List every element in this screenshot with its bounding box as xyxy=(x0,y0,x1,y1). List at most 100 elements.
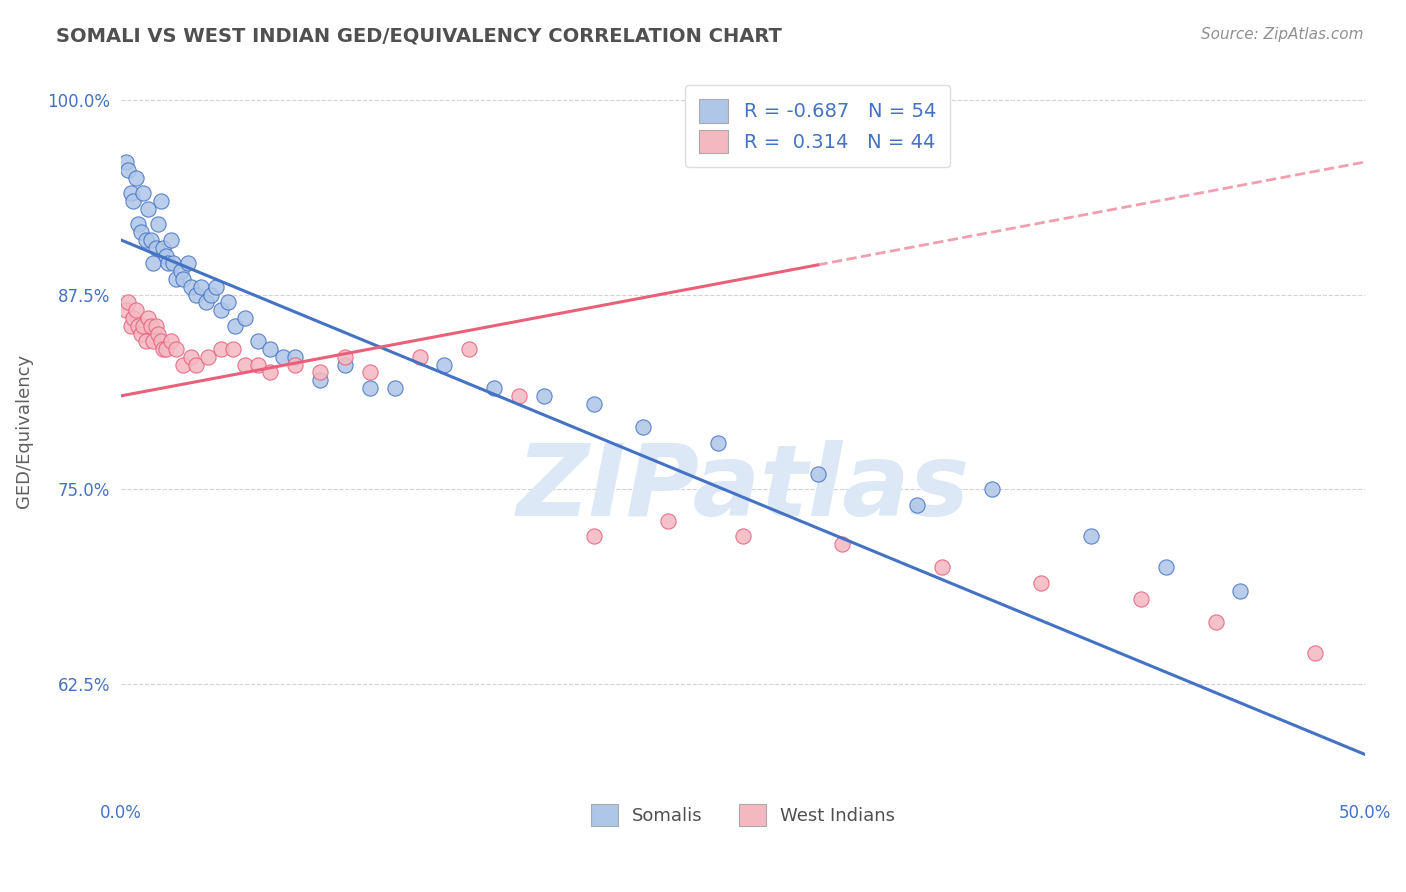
Point xyxy=(284,358,307,372)
Point xyxy=(806,467,828,481)
Point xyxy=(162,256,184,270)
Point xyxy=(333,358,356,372)
Point xyxy=(117,295,139,310)
Point xyxy=(148,326,170,341)
Point xyxy=(125,170,148,185)
Point xyxy=(165,272,187,286)
Point xyxy=(533,389,555,403)
Point xyxy=(582,397,605,411)
Point xyxy=(172,358,194,372)
Point xyxy=(152,342,174,356)
Point xyxy=(132,318,155,333)
Point xyxy=(707,435,730,450)
Point xyxy=(194,295,217,310)
Point xyxy=(235,358,257,372)
Point xyxy=(152,241,174,255)
Point xyxy=(145,241,167,255)
Point xyxy=(235,310,257,325)
Point xyxy=(582,529,605,543)
Point xyxy=(433,358,456,372)
Point xyxy=(138,310,160,325)
Point xyxy=(217,295,239,310)
Point xyxy=(157,256,180,270)
Point xyxy=(222,342,245,356)
Point xyxy=(159,233,181,247)
Point xyxy=(139,233,162,247)
Point xyxy=(980,483,1002,497)
Point xyxy=(135,334,157,349)
Point xyxy=(184,287,207,301)
Point xyxy=(831,537,853,551)
Point xyxy=(122,310,145,325)
Point xyxy=(135,233,157,247)
Point xyxy=(142,334,165,349)
Point xyxy=(1031,575,1053,590)
Point xyxy=(224,318,246,333)
Point xyxy=(148,218,170,232)
Point xyxy=(384,381,406,395)
Point xyxy=(159,334,181,349)
Point xyxy=(482,381,505,395)
Point xyxy=(209,342,232,356)
Point xyxy=(284,350,307,364)
Point xyxy=(129,326,152,341)
Point xyxy=(931,560,953,574)
Point xyxy=(1129,591,1152,606)
Text: ZIPatlas: ZIPatlas xyxy=(516,441,970,537)
Legend: Somalis, West Indians: Somalis, West Indians xyxy=(582,795,904,835)
Point xyxy=(115,303,138,318)
Point xyxy=(120,186,142,201)
Point xyxy=(127,318,149,333)
Point xyxy=(408,350,430,364)
Y-axis label: GED/Equivalency: GED/Equivalency xyxy=(15,354,32,508)
Point xyxy=(125,303,148,318)
Point xyxy=(204,279,226,293)
Point xyxy=(155,249,177,263)
Point xyxy=(180,279,202,293)
Point xyxy=(209,303,232,318)
Point xyxy=(122,194,145,208)
Point xyxy=(197,350,219,364)
Point xyxy=(1303,646,1326,660)
Point xyxy=(155,342,177,356)
Point xyxy=(117,162,139,177)
Point xyxy=(149,334,172,349)
Point xyxy=(259,342,281,356)
Point xyxy=(138,202,160,216)
Point xyxy=(190,279,212,293)
Point xyxy=(259,366,281,380)
Point xyxy=(142,256,165,270)
Point xyxy=(309,366,332,380)
Text: Source: ZipAtlas.com: Source: ZipAtlas.com xyxy=(1201,27,1364,42)
Point xyxy=(359,381,381,395)
Point xyxy=(172,272,194,286)
Point xyxy=(271,350,294,364)
Point xyxy=(200,287,222,301)
Point xyxy=(508,389,530,403)
Point xyxy=(132,186,155,201)
Point xyxy=(1229,583,1251,598)
Point xyxy=(905,498,928,512)
Point xyxy=(129,225,152,239)
Point xyxy=(127,218,149,232)
Point xyxy=(1080,529,1102,543)
Point xyxy=(170,264,193,278)
Point xyxy=(177,256,200,270)
Point xyxy=(120,318,142,333)
Point xyxy=(184,358,207,372)
Point xyxy=(309,373,332,387)
Point xyxy=(633,420,655,434)
Point xyxy=(1205,615,1227,629)
Point xyxy=(246,334,269,349)
Point xyxy=(115,155,138,169)
Point xyxy=(180,350,202,364)
Point xyxy=(333,350,356,364)
Point xyxy=(458,342,481,356)
Point xyxy=(149,194,172,208)
Point xyxy=(139,318,162,333)
Text: SOMALI VS WEST INDIAN GED/EQUIVALENCY CORRELATION CHART: SOMALI VS WEST INDIAN GED/EQUIVALENCY CO… xyxy=(56,27,782,45)
Point xyxy=(731,529,754,543)
Point xyxy=(165,342,187,356)
Point xyxy=(657,514,679,528)
Point xyxy=(1154,560,1177,574)
